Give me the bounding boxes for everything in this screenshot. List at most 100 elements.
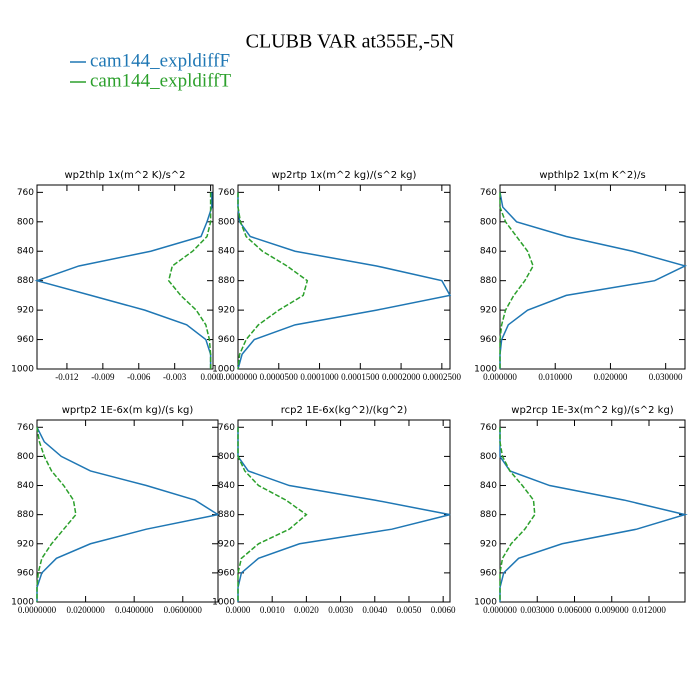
x-tick-label: -0.006: [127, 372, 151, 382]
y-tick-label: 960: [17, 568, 34, 578]
x-tick-label: 0.030000: [649, 372, 683, 382]
y-tick-label: 920: [17, 539, 34, 549]
legend-label: cam144_expldiffF: [90, 50, 230, 71]
figure-title: CLUBB VAR at355E,-5N: [246, 31, 455, 53]
y-tick-label: 920: [17, 306, 34, 316]
y-tick-label: 880: [480, 276, 497, 286]
x-tick-label: 0.0040: [362, 605, 387, 615]
y-tick-label: 920: [480, 539, 497, 549]
y-tick-label: 880: [218, 276, 235, 286]
x-tick-label: 0.0001000: [300, 372, 339, 382]
profile-line: [499, 427, 688, 602]
y-tick-label: 800: [480, 217, 497, 227]
profile-line: [499, 192, 688, 369]
profile-line: [237, 427, 308, 602]
y-tick-label: 800: [218, 217, 235, 227]
y-tick-label: 840: [17, 247, 34, 257]
x-tick-label: 0.009000: [595, 605, 629, 615]
profile-line: [167, 192, 212, 369]
y-tick-label: 880: [17, 276, 34, 286]
panel-title: rcp2 1E-6x(kg^2)/(kg^2): [281, 405, 408, 416]
y-tick-label: 840: [480, 247, 497, 257]
x-tick-label: -0.009: [91, 372, 115, 382]
x-tick-label: 0.0000: [226, 605, 251, 615]
panel-title: wp2rcp 1E-3x(m^2 kg)/(s^2 kg): [511, 405, 674, 416]
x-tick-label: 0.0002000: [382, 372, 421, 382]
y-tick-label: 840: [17, 481, 34, 491]
panel-title: wp2rtp 1x(m^2 kg)/(s^2 kg): [272, 170, 417, 181]
plot-frame: [237, 419, 451, 603]
plot-frame: [499, 419, 686, 603]
y-tick-label: 1000: [212, 365, 235, 375]
x-tick-label: 0.0060: [431, 605, 456, 615]
x-tick-label: 0.0400000: [115, 605, 154, 615]
y-tick-label: 760: [218, 188, 235, 198]
y-tick-label: 1000: [11, 598, 34, 608]
x-tick-label: 0.0200000: [66, 605, 105, 615]
panel-title: wpthlp2 1x(m K^2)/s: [539, 170, 645, 181]
x-tick-label: 0.000: [200, 372, 221, 382]
x-tick-label: 0.0600000: [164, 605, 203, 615]
x-tick-label: 0.012000: [632, 605, 666, 615]
y-tick-label: 840: [218, 481, 235, 491]
profile-line: [237, 192, 452, 370]
panel-title: wp2thlp 1x(m^2 K)/s^2: [64, 170, 185, 181]
legend-label: cam144_expldiffT: [90, 70, 231, 91]
x-tick-label: 0.010000: [538, 372, 572, 382]
profile-line: [36, 426, 220, 602]
y-tick-label: 800: [480, 452, 497, 462]
x-tick-label: 0.0000000: [219, 372, 258, 382]
profile-line: [36, 427, 77, 602]
y-tick-label: 760: [480, 188, 497, 198]
y-tick-label: 920: [218, 306, 235, 316]
y-tick-label: 880: [480, 510, 497, 520]
y-tick-label: 1000: [212, 598, 235, 608]
y-tick-label: 800: [17, 452, 34, 462]
y-tick-label: 960: [17, 335, 34, 345]
x-tick-label: 0.000000: [483, 605, 517, 615]
x-tick-label: 0.0000500: [260, 372, 299, 382]
y-tick-label: 840: [218, 247, 235, 257]
x-tick-label: 0.0050: [397, 605, 422, 615]
x-tick-label: -0.012: [55, 372, 78, 382]
y-tick-label: 800: [17, 217, 34, 227]
profile-line: [499, 192, 534, 369]
y-tick-label: 760: [480, 423, 497, 433]
y-tick-label: 960: [480, 568, 497, 578]
x-tick-label: 0.000000: [483, 372, 517, 382]
y-tick-label: 880: [218, 510, 235, 520]
y-tick-label: 960: [480, 335, 497, 345]
profile-line: [34, 192, 213, 369]
y-tick-label: 840: [480, 481, 497, 491]
y-tick-label: 880: [17, 510, 34, 520]
x-tick-label: 0.0010: [260, 605, 285, 615]
y-tick-label: 800: [218, 452, 235, 462]
plot-frame: [36, 184, 214, 370]
plot-frame: [36, 419, 219, 603]
y-tick-label: 760: [218, 423, 235, 433]
y-tick-label: 760: [17, 423, 34, 433]
y-tick-label: 960: [218, 568, 235, 578]
x-tick-label: 0.006000: [558, 605, 592, 615]
x-tick-label: 0.020000: [594, 372, 628, 382]
profile-line: [237, 192, 309, 370]
profile-line: [499, 427, 536, 602]
plot-frame: [237, 184, 451, 370]
x-tick-label: -0.003: [163, 372, 187, 382]
y-tick-label: 1000: [474, 365, 497, 375]
x-tick-label: 0.0002500: [423, 372, 462, 382]
x-tick-label: 0.0001500: [341, 372, 380, 382]
y-tick-label: 920: [480, 306, 497, 316]
x-tick-label: 0.0020: [294, 605, 319, 615]
panel-title: wprtp2 1E-6x(m kg)/(s kg): [62, 405, 194, 416]
y-tick-label: 960: [218, 335, 235, 345]
y-tick-label: 1000: [474, 598, 497, 608]
plot-frame: [499, 184, 686, 370]
y-tick-label: 920: [218, 539, 235, 549]
x-tick-label: 0.0030: [328, 605, 353, 615]
x-tick-label: 0.0000000: [18, 605, 57, 615]
y-tick-label: 760: [17, 188, 34, 198]
x-tick-label: 0.003000: [520, 605, 554, 615]
